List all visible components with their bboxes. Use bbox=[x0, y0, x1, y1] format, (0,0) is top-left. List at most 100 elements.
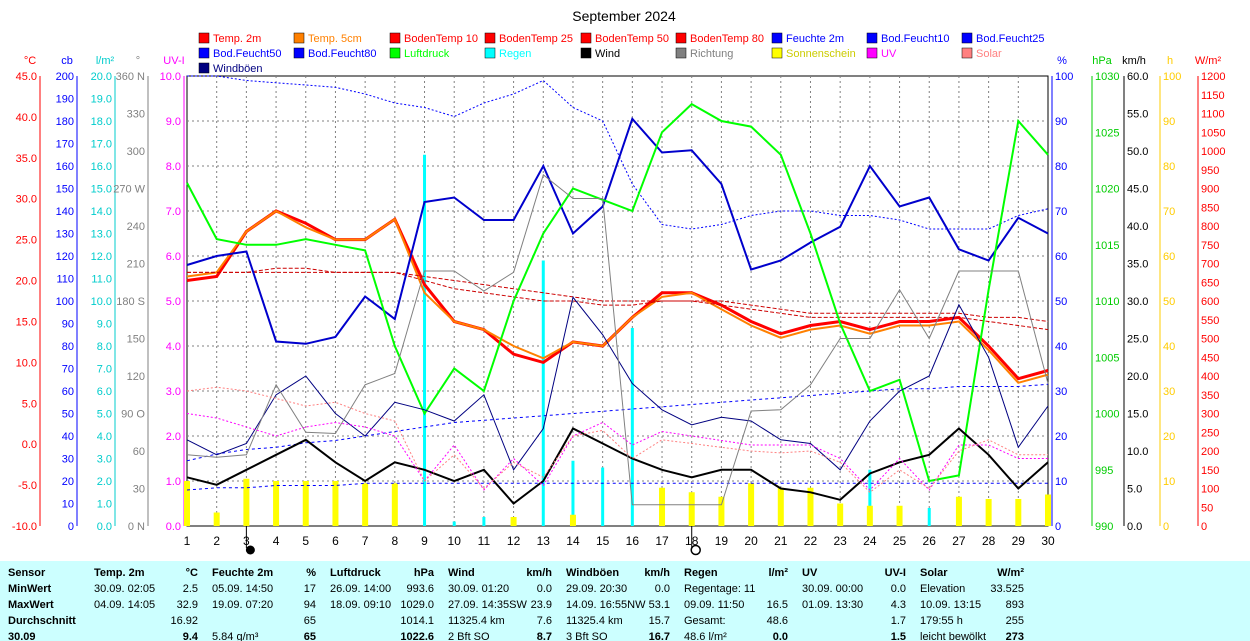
axis-tick-label: 1200 bbox=[1201, 71, 1225, 83]
x-tick-label: 30 bbox=[1041, 534, 1055, 548]
legend-label: BodenTemp 25 bbox=[499, 33, 573, 45]
stats-cell: 26.09. 14:00 bbox=[330, 583, 392, 595]
axis-tick-label: 990 bbox=[1095, 521, 1113, 533]
stats-cell: 16.92 bbox=[170, 615, 198, 627]
legend: Temp. 2m Temp. 5cm BodenTemp 10 BodenTemp 2… bbox=[198, 32, 1045, 75]
x-tick-label: 20 bbox=[744, 534, 758, 548]
stats-cell: 30.09 bbox=[8, 631, 36, 641]
stats-cell: 53.1 bbox=[648, 599, 670, 611]
sunshine-bar bbox=[332, 481, 339, 526]
axis-tick-label: 60 bbox=[62, 386, 74, 398]
rain-bar bbox=[452, 521, 456, 526]
axis-tick-label: 50 bbox=[1163, 296, 1175, 308]
sunshine-bar bbox=[837, 503, 844, 526]
axis-tick-label: 300 bbox=[127, 146, 145, 158]
stats-cell: km/h bbox=[526, 567, 552, 579]
legend-swatch bbox=[866, 32, 878, 44]
axis-tick-label: 30.0 bbox=[16, 194, 37, 206]
stats-cell: 8.7 bbox=[536, 631, 552, 641]
stats-cell: 11325.4 km bbox=[566, 615, 623, 627]
legend-swatch bbox=[580, 47, 592, 59]
stats-cell: 7.6 bbox=[536, 615, 552, 627]
axis-tick-label: 130 bbox=[56, 229, 74, 241]
axis-tick-label: 500 bbox=[1201, 334, 1219, 346]
axis-unit: km/h bbox=[1122, 55, 1146, 67]
x-tick-label: 5 bbox=[302, 534, 309, 548]
x-tick-label: 15 bbox=[596, 534, 610, 548]
stats-column-sensor: Sensor MinWert MaxWert Durchschnitt 30.09 bbox=[8, 561, 88, 641]
axis-tick-label: 1015 bbox=[1095, 240, 1119, 252]
axis-tick-label: 3.0 bbox=[166, 386, 181, 398]
axis-unit: °C bbox=[24, 55, 36, 67]
stats-cell: 29.09. 20:30 bbox=[566, 583, 628, 595]
axis-tick-label: 210 bbox=[127, 259, 145, 271]
legend-swatch bbox=[389, 32, 401, 44]
axis-tick-label: 50 bbox=[1055, 296, 1067, 308]
stats-cell: Windböen bbox=[566, 567, 620, 579]
axis-tick-label: 2.0 bbox=[166, 431, 181, 443]
sunshine-bar bbox=[362, 483, 369, 526]
x-tick-label: 11 bbox=[478, 534, 491, 548]
axis-tick-label: 0 bbox=[68, 521, 74, 533]
legend-label: Windböen bbox=[213, 63, 263, 75]
x-tick-label: 2 bbox=[213, 534, 220, 548]
stats-cell: 1.7 bbox=[890, 615, 906, 627]
series-line-bodentemp-25 bbox=[187, 271, 1049, 322]
legend-label: Solar bbox=[976, 48, 1002, 60]
axis-tick-label: 110 bbox=[56, 274, 74, 286]
axis-tick-label: 360 N bbox=[116, 71, 145, 83]
axis-tick-label: 10.0 bbox=[1127, 446, 1148, 458]
x-tick-label: 12 bbox=[507, 534, 521, 548]
axis-tick-label: 60.0 bbox=[1127, 71, 1148, 83]
sunshine-bar bbox=[896, 505, 903, 526]
sunshine-bar bbox=[273, 481, 280, 526]
stats-cell: UV bbox=[802, 567, 818, 579]
axis-tick-label: 10.0 bbox=[16, 357, 37, 369]
axis-tick-label: 200 bbox=[56, 71, 74, 83]
sunshine-bar bbox=[955, 496, 962, 526]
axis-tick-label: 7.0 bbox=[97, 364, 112, 376]
stats-cell: 179:55 h bbox=[920, 615, 963, 627]
axis-unit: ° bbox=[136, 55, 140, 67]
axis-tick-label: 300 bbox=[1201, 409, 1219, 421]
series-line-solar bbox=[186, 386, 1048, 493]
x-tick-label: 28 bbox=[982, 534, 996, 548]
stats-cell: 2 Bft SO bbox=[448, 631, 490, 641]
legend-label: BodenTemp 50 bbox=[595, 33, 669, 45]
axis-tick-label: 140 bbox=[56, 206, 74, 218]
legend-swatch bbox=[198, 47, 210, 59]
axis-tick-label: 17.0 bbox=[91, 139, 112, 151]
axis-tick-label: 100 bbox=[1055, 71, 1073, 83]
sunshine-bar bbox=[1045, 494, 1051, 526]
axis-tick-label: 90 bbox=[1055, 116, 1067, 128]
axis-tick-label: 80 bbox=[1055, 161, 1067, 173]
stats-cell: 4.3 bbox=[890, 599, 906, 611]
axis-tick-label: 11.0 bbox=[91, 274, 112, 286]
axis-tick-label: 650 bbox=[1201, 277, 1219, 289]
x-axis: 1234567891011121314151617181920212223242… bbox=[184, 526, 1055, 556]
stats-cell: Solar bbox=[920, 567, 948, 579]
axis-tick-label: 950 bbox=[1201, 165, 1219, 177]
axis-unit: h bbox=[1167, 55, 1173, 67]
legend-swatch bbox=[771, 47, 783, 59]
stats-cell: 273 bbox=[1005, 631, 1024, 641]
sunshine-bar bbox=[985, 499, 992, 526]
stats-cell: 48.6 l/m² bbox=[684, 631, 727, 641]
axis-tick-label: -5.0 bbox=[18, 480, 37, 492]
axis-tick-label: 1100 bbox=[1201, 109, 1225, 121]
axis-tick-label: 1.0 bbox=[97, 499, 112, 511]
axis-tick-label: 20.0 bbox=[1127, 371, 1148, 383]
legend-label: Bod.Feucht25 bbox=[976, 33, 1045, 45]
axis-tick-label: 20 bbox=[1055, 431, 1067, 443]
stats-cell: 04.09. 14:05 bbox=[94, 599, 156, 611]
axis-tick-label: 35.0 bbox=[16, 153, 37, 165]
sunshine-bar bbox=[748, 483, 755, 526]
axis-tick-label: 0 N bbox=[128, 521, 145, 533]
legend-swatch bbox=[866, 47, 878, 59]
stats-cell: 01.09. 13:30 bbox=[802, 599, 864, 611]
legend-label: Bod.Feucht80 bbox=[308, 48, 377, 60]
stats-cell: 30.09. 00:00 bbox=[802, 583, 864, 595]
stats-cell: 9.4 bbox=[182, 631, 198, 641]
axis-tick-label: 250 bbox=[1201, 427, 1219, 439]
axis-tick-label: 0.0 bbox=[22, 439, 37, 451]
